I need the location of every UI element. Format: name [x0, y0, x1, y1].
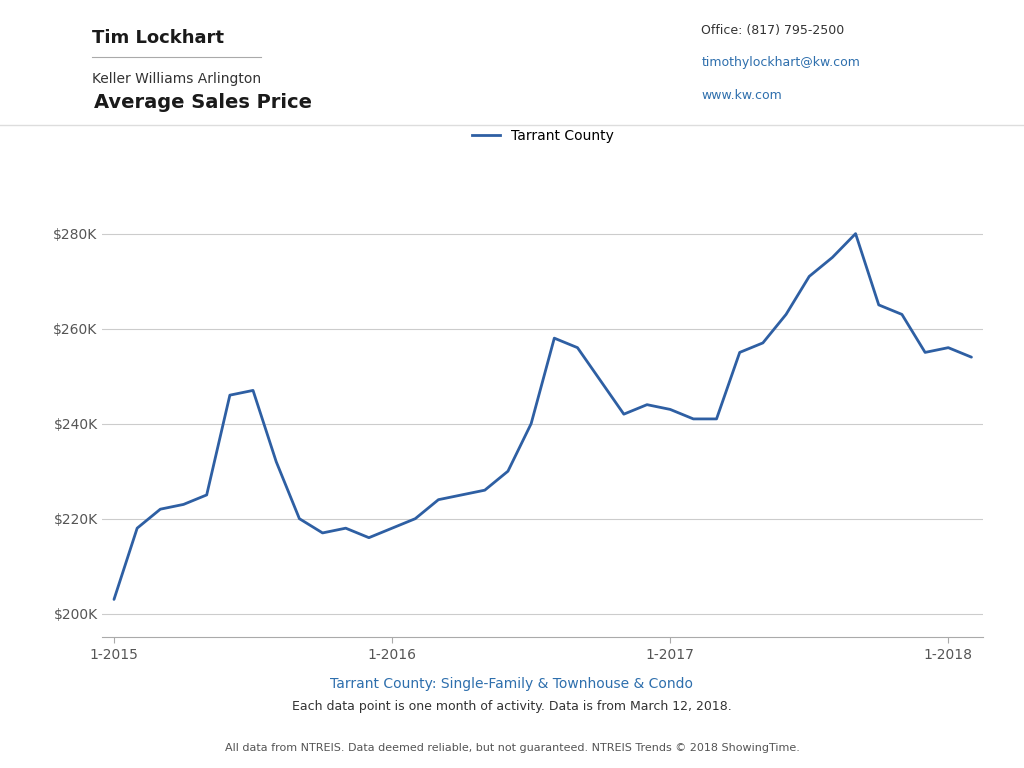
Text: Each data point is one month of activity. Data is from March 12, 2018.: Each data point is one month of activity… [292, 700, 732, 713]
Text: www.kw.com: www.kw.com [701, 89, 782, 102]
Text: Average Sales Price: Average Sales Price [93, 93, 311, 112]
Legend: Tarrant County: Tarrant County [466, 124, 620, 149]
Text: Keller Williams Arlington: Keller Williams Arlington [92, 72, 261, 86]
Text: timothylockhart@kw.com: timothylockhart@kw.com [701, 56, 860, 69]
Text: Tim Lockhart: Tim Lockhart [92, 28, 224, 47]
Text: Office: (817) 795-2500: Office: (817) 795-2500 [701, 24, 845, 37]
Text: Tarrant County: Single-Family & Townhouse & Condo: Tarrant County: Single-Family & Townhous… [331, 677, 693, 691]
Text: All data from NTREIS. Data deemed reliable, but not guaranteed. NTREIS Trends © : All data from NTREIS. Data deemed reliab… [224, 743, 800, 753]
